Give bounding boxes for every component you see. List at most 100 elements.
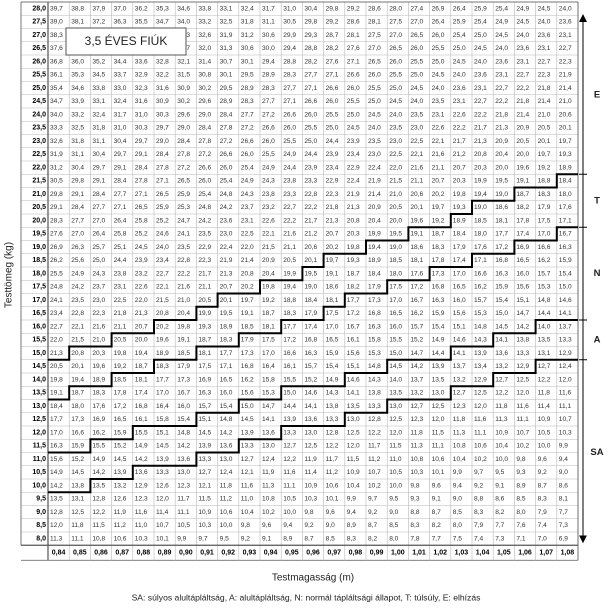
table-cell: 10,1 (432, 469, 445, 476)
table-cell: 9,4 (453, 482, 462, 489)
table-cell: 28,4 (71, 204, 84, 211)
table-cell: 15,4 (432, 323, 445, 330)
column-label: 0,90 (179, 550, 193, 557)
table-cell: 14,1 (262, 416, 275, 423)
table-cell: 29,6 (177, 111, 190, 118)
table-cell: 14,1 (453, 350, 466, 357)
table-cell: 26,3 (71, 244, 84, 251)
table-cell: 21,6 (410, 164, 423, 171)
table-cell: 24,0 (516, 32, 529, 39)
table-cell: 14,6 (347, 376, 360, 383)
table-cell: 13,3 (326, 416, 339, 423)
table-cell: 17,8 (516, 217, 529, 224)
row-label: 15,5 (32, 337, 46, 344)
table-cell: 19,8 (114, 350, 127, 357)
table-cell: 21,7 (453, 138, 466, 145)
row-label: 15,0 (32, 350, 46, 357)
table-cell: 12,4 (262, 456, 275, 463)
table-cell: 23,6 (453, 85, 466, 92)
table-cell: 28,4 (114, 178, 127, 185)
table-cell: 30,5 (283, 19, 296, 26)
table-cell: 30,4 (71, 164, 84, 171)
table-cell: 13,2 (114, 482, 127, 489)
table-cell: 22,7 (559, 45, 572, 52)
table-cell: 25,0 (389, 85, 402, 92)
table-cell: 17,9 (304, 310, 317, 317)
table-cell: 21,0 (389, 191, 402, 198)
table-cell: 10,7 (368, 469, 381, 476)
table-cell: 27,2 (177, 164, 190, 171)
table-cell: 10,3 (410, 469, 423, 476)
table-cell: 22,2 (283, 217, 296, 224)
table-cell: 18,7 (347, 270, 360, 277)
table-cell: 23,1 (516, 58, 529, 65)
table-cell: 31,0 (283, 5, 296, 12)
table-cell: 8,6 (559, 482, 568, 489)
table-cell: 15,0 (495, 310, 508, 317)
table-cell: 25,0 (368, 98, 381, 105)
table-cell: 10,0 (389, 482, 402, 489)
table-cell: 29,0 (177, 125, 190, 132)
table-cell: 13,3 (241, 443, 254, 450)
table-cell: 10,9 (495, 429, 508, 436)
table-cell: 11,3 (453, 429, 466, 436)
table-cell: 12,8 (92, 496, 105, 503)
table-cell: 17,7 (156, 376, 169, 383)
table-cell: 19,7 (241, 297, 254, 304)
table-cell: 26,0 (368, 72, 381, 79)
table-cell: 20,1 (538, 138, 551, 145)
row-label: 24,5 (32, 98, 46, 105)
table-cell: 24,4 (283, 164, 296, 171)
table-cell: 25,5 (262, 151, 275, 158)
table-cell: 31,8 (71, 138, 84, 145)
table-cell: 22,5 (410, 138, 423, 145)
table-cell: 14,9 (135, 443, 148, 450)
table-cell: 9,4 (283, 522, 292, 529)
table-cell: 9,1 (495, 482, 504, 489)
table-cell: 17,3 (432, 270, 445, 277)
table-cell: 28,8 (304, 45, 317, 52)
table-cell: 21,1 (283, 244, 296, 251)
table-cell: 15,4 (495, 297, 508, 304)
row-label: 23,0 (32, 138, 46, 145)
table-cell: 18,1 (495, 217, 508, 224)
table-cell: 17,5 (262, 337, 275, 344)
table-cell: 21,4 (516, 111, 529, 118)
table-cell: 31,1 (92, 138, 105, 145)
table-cell: 15,3 (368, 350, 381, 357)
table-cell: 14,9 (326, 376, 339, 383)
table-cell: 16,6 (538, 244, 551, 251)
table-cell: 26,6 (283, 111, 296, 118)
table-cell: 32,4 (114, 98, 127, 105)
table-cell: 25,4 (474, 19, 487, 26)
table-cell: 31,5 (177, 72, 190, 79)
table-cell: 26,0 (262, 138, 275, 145)
table-cell: 23,4 (156, 257, 169, 264)
row-label: 28,0 (32, 5, 46, 12)
table-cell: 21,0 (92, 337, 105, 344)
table-cell: 26,6 (262, 125, 275, 132)
table-cell: 18,9 (220, 323, 233, 330)
table-cell: 14,5 (389, 363, 402, 370)
table-cell: 10,7 (516, 429, 529, 436)
table-cell: 17,2 (114, 403, 127, 410)
table-cell: 9,6 (432, 482, 441, 489)
table-cell: 13,8 (71, 482, 84, 489)
table-cell: 20,0 (135, 337, 148, 344)
table-cell: 11,3 (410, 443, 423, 450)
table-cell: 14,2 (177, 443, 190, 450)
table-cell: 19,9 (368, 231, 381, 238)
table-cell: 30,3 (156, 111, 169, 118)
table-cell: 15,3 (262, 390, 275, 397)
table-cell: 32,8 (156, 58, 169, 65)
table-cell: 12,9 (474, 376, 487, 383)
table-cell: 9,1 (432, 496, 441, 503)
table-cell: 13,0 (177, 469, 190, 476)
table-cell: 21,7 (198, 270, 211, 277)
table-cell: 11,1 (71, 535, 84, 542)
table-cell: 29,7 (92, 164, 105, 171)
table-cell: 18,3 (92, 390, 105, 397)
row-label: 27,0 (32, 32, 46, 39)
table-cell: 7,1 (516, 535, 525, 542)
table-cell: 19,7 (559, 138, 572, 145)
